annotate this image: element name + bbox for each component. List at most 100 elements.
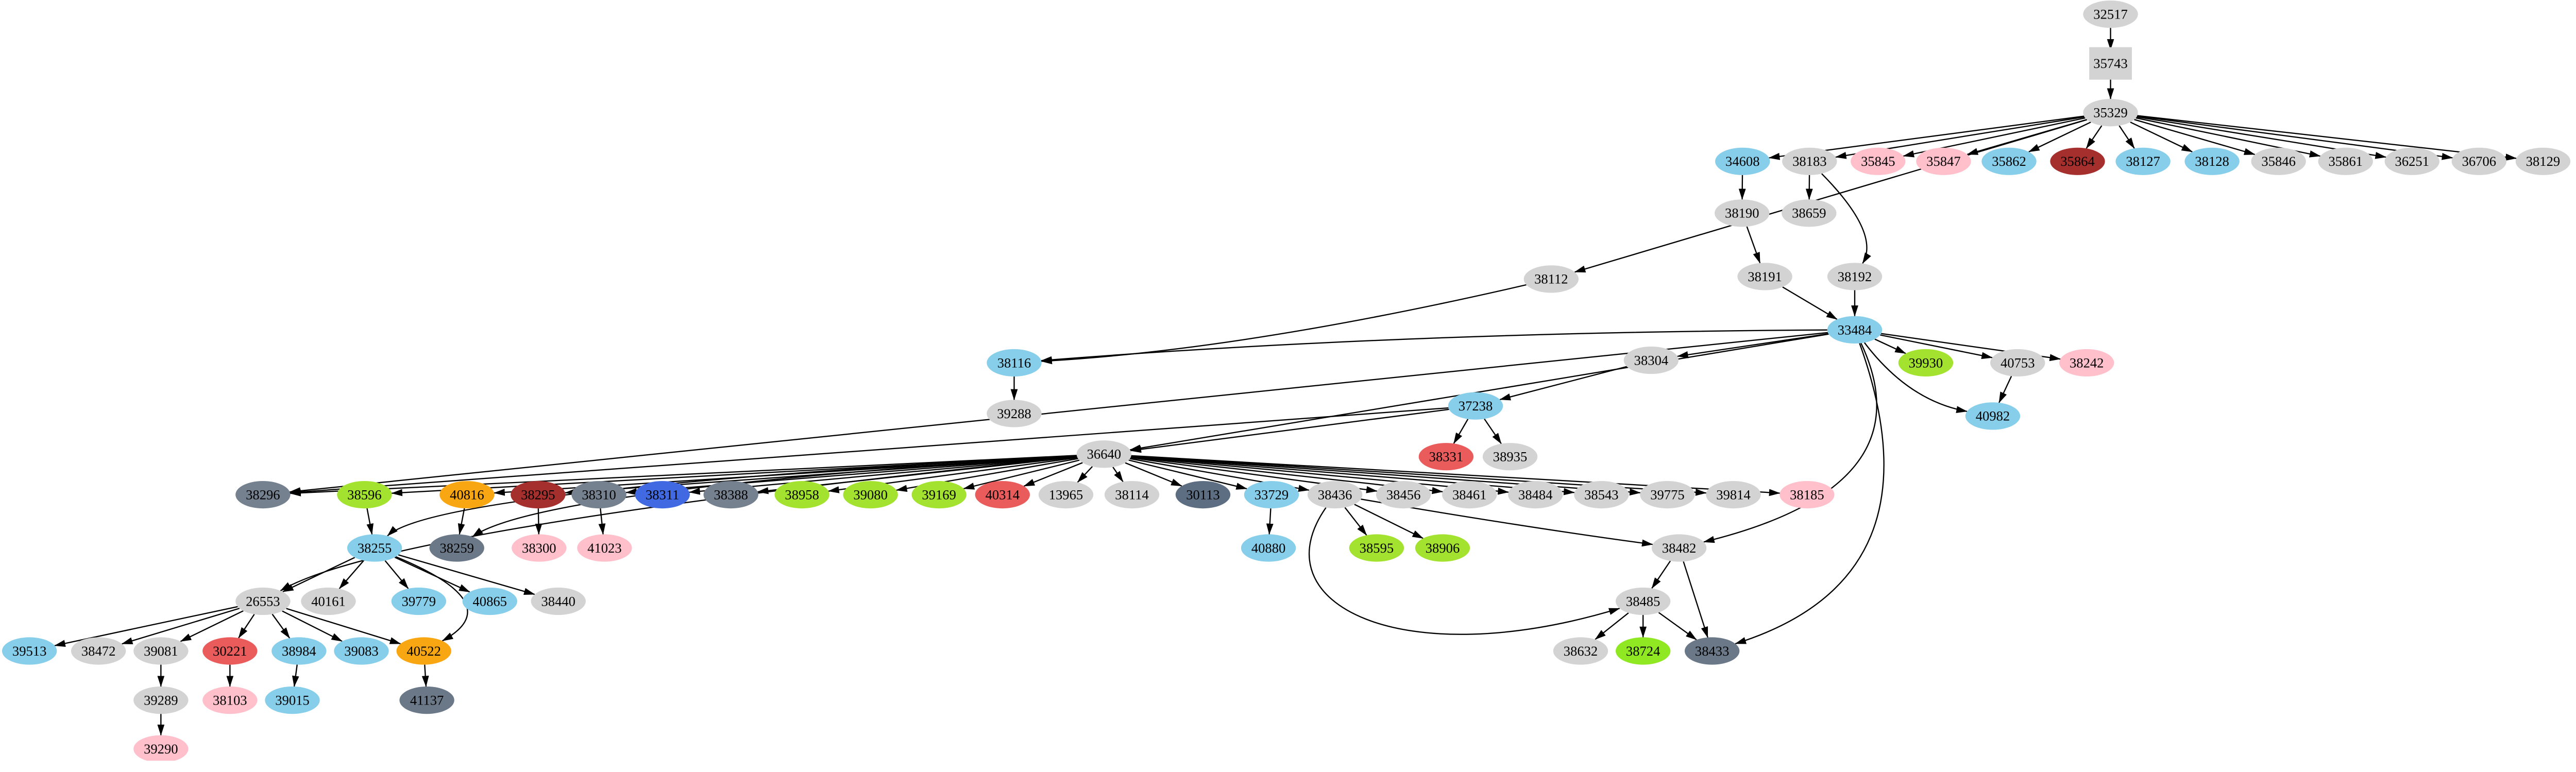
graph-node-label: 38185 — [1790, 487, 1824, 502]
graph-node-label: 36640 — [1087, 447, 1121, 462]
graph-node-shape — [347, 534, 402, 562]
graph-edge-38112-38116 — [1041, 284, 1527, 365]
graph-node-39169: 39169 — [911, 481, 967, 509]
graph-node-40982: 40982 — [1965, 402, 2021, 430]
graph-node-label: 38436 — [1318, 487, 1352, 502]
graph-node-38190: 38190 — [1715, 199, 1770, 227]
graph-node-38114: 38114 — [1104, 481, 1160, 509]
graph-node-36251: 36251 — [2384, 147, 2439, 175]
graph-node-label: 38906 — [1426, 540, 1460, 556]
graph-edge-35329-38127 — [2119, 125, 2135, 149]
graph-edge-36640-38114 — [1112, 467, 1124, 483]
graph-edge-38436-38906 — [1354, 504, 1424, 539]
graph-node-label: 39775 — [1650, 487, 1684, 502]
graph-node-label: 38659 — [1792, 205, 1826, 221]
graph-edge-35329-35864 — [2086, 125, 2103, 149]
graph-node-label: 36251 — [2395, 153, 2429, 169]
graph-node-32517: 32517 — [2083, 0, 2138, 28]
graph-edge-38596-38255 — [366, 508, 374, 535]
graph-node-label: 38127 — [2126, 153, 2160, 169]
graph-node-39779: 39779 — [391, 587, 447, 615]
graph-node-39288: 39288 — [987, 400, 1042, 427]
graph-node-label: 38958 — [785, 487, 819, 502]
graph-node-36706: 36706 — [2451, 147, 2507, 175]
graph-node-label: 40161 — [311, 593, 345, 609]
graph-node-38472: 38472 — [71, 637, 126, 665]
graph-node-shape — [512, 534, 567, 562]
graph-node-shape — [71, 637, 126, 665]
graph-node-label: 39080 — [853, 487, 887, 502]
graph-node-label: 38190 — [1725, 205, 1759, 221]
graph-edge-26553-39083 — [282, 610, 343, 642]
graph-node-39814: 39814 — [1706, 481, 1761, 509]
graph-edge-38436-38485 — [1309, 507, 1620, 635]
graph-node-shape — [265, 687, 320, 714]
graph-node-38183: 38183 — [1782, 147, 1837, 175]
graph-node-shape — [399, 687, 454, 714]
graph-node-shape — [2115, 147, 2171, 175]
graph-node-label: 38724 — [1626, 643, 1660, 659]
graph-node-label: 39513 — [12, 643, 46, 659]
graph-node-38906: 38906 — [1415, 534, 1470, 562]
graph-node-40753: 40753 — [1990, 349, 2045, 377]
graph-node-38300: 38300 — [512, 534, 567, 562]
graph-node-label: 38543 — [1584, 487, 1618, 502]
graph-node-shape — [843, 481, 898, 509]
graph-node-shape — [1482, 443, 1538, 471]
graph-node-label: 36706 — [2462, 153, 2496, 169]
graph-node-label: 38484 — [1518, 487, 1552, 502]
graph-node-38242: 38242 — [2059, 349, 2114, 377]
graph-edge-38482-38433 — [1683, 561, 1708, 638]
graph-node-label: 40522 — [406, 643, 440, 659]
graph-node-label: 32517 — [2093, 6, 2127, 22]
graph-node-38331: 38331 — [1418, 443, 1474, 471]
graph-edge-38485-38632 — [1595, 612, 1629, 640]
graph-edge-38255-40161 — [338, 560, 364, 589]
graph-node-38311: 38311 — [635, 481, 690, 509]
graph-node-label: 26553 — [246, 593, 280, 609]
graph-edge-38191-33484 — [1782, 286, 1838, 320]
graph-node-label: 39083 — [344, 643, 378, 659]
graph-node-38296: 38296 — [235, 481, 291, 509]
graph-node-shape — [1737, 263, 1792, 290]
graph-node-38440: 38440 — [531, 587, 586, 615]
graph-node-39513: 39513 — [2, 637, 57, 665]
graph-edge-36640-30113 — [1125, 462, 1182, 487]
graph-node-label: 35861 — [2328, 153, 2362, 169]
graph-node-label: 40880 — [1251, 540, 1285, 556]
graph-node-38595: 38595 — [1349, 534, 1404, 562]
graph-node-label: 39015 — [275, 692, 309, 708]
graph-node-shape — [439, 481, 495, 509]
graph-node-shape — [1782, 147, 1837, 175]
graph-node-shape — [1508, 481, 1563, 509]
graph-node-38935: 38935 — [1482, 443, 1538, 471]
graph-node-shape — [1615, 637, 1671, 665]
graph-node-38388: 38388 — [703, 481, 758, 509]
graph-node-26553: 26553 — [235, 587, 291, 615]
graph-node-38259: 38259 — [429, 534, 484, 562]
graph-node-shape — [571, 481, 626, 509]
graph-node-label: 40753 — [2001, 355, 2035, 370]
graph-node-13965: 13965 — [1038, 481, 1094, 509]
graph-edge-36640-33729 — [1128, 459, 1248, 490]
graph-node-37238: 37238 — [1448, 392, 1503, 420]
graph-node-shape — [703, 481, 758, 509]
graph-edge-37238-38296 — [290, 407, 1449, 496]
graph-edge-36640-40314 — [1023, 462, 1083, 487]
graph-edge-26553-39081 — [180, 610, 244, 642]
graph-node-38958: 38958 — [774, 481, 829, 509]
graph-node-label: 41023 — [587, 540, 621, 556]
graph-node-label: 40982 — [1976, 408, 2010, 424]
graph-node-shape — [1523, 265, 1579, 293]
graph-node-label: 35846 — [2261, 153, 2295, 169]
graph-node-38484: 38484 — [1508, 481, 1563, 509]
graph-node-shape — [337, 481, 392, 509]
graph-node-label: 39288 — [997, 406, 1031, 421]
graph-node-label: 39779 — [402, 593, 436, 609]
graph-edge-38485-38433 — [1658, 612, 1697, 641]
graph-node-shape — [1038, 481, 1094, 509]
graph-node-shape — [2384, 147, 2439, 175]
graph-node-38456: 38456 — [1376, 481, 1431, 509]
graph-edge-37238-36640 — [1130, 408, 1449, 453]
